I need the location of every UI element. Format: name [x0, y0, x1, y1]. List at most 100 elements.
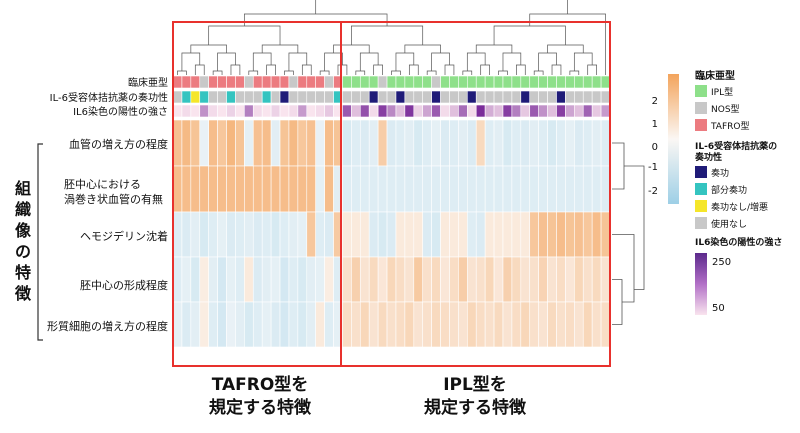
heatmap-cell [279, 119, 290, 167]
row-labels: 血管の増え方の程度胚中心における渦巻き状血管の有無ヘモジデリン沈着胚中心の形成程… [47, 76, 168, 333]
heatmap-cell [600, 211, 611, 258]
dendrogram-branch [462, 70, 473, 75]
heatmap-cell [591, 301, 602, 348]
heatmap-cell [297, 211, 308, 258]
dendrogram-branch [248, 70, 259, 75]
response-cell [422, 90, 432, 104]
subtype-cell [520, 75, 531, 89]
row-group-bracket [37, 143, 43, 341]
response-cell [306, 90, 316, 104]
staining-cell [475, 104, 486, 118]
heatmap-cell [556, 301, 566, 348]
heatmap-cell [351, 165, 361, 213]
subtype-cell [395, 75, 406, 89]
heatmap-cell [190, 119, 201, 167]
heatmap-cell [547, 119, 557, 167]
staining-tick: 250 [712, 257, 731, 268]
heatmap-cell [190, 165, 201, 213]
heatmap-cell [252, 119, 263, 167]
heatmap-cell [529, 211, 539, 258]
heatmap-cell [252, 165, 263, 213]
heatmap-cell [244, 165, 254, 213]
heatmap-cell [359, 256, 370, 303]
heatmap-cell [467, 301, 477, 348]
heatmap-cell [377, 211, 388, 258]
response-cell [217, 90, 227, 104]
heatmap-cell [538, 119, 548, 167]
dendrogram-branch [547, 44, 584, 53]
response-cell [190, 90, 201, 104]
heatmap-cell [386, 301, 397, 348]
heatmap-cell [449, 165, 459, 213]
staining-cell [351, 104, 361, 118]
heatmap-cell [368, 256, 379, 303]
dendrogram-branch [333, 44, 370, 53]
dendrogram-branch [444, 64, 455, 75]
colorbar-tick: 0 [652, 142, 658, 153]
heatmap-cell [502, 301, 513, 348]
heatmap-cell [511, 119, 522, 167]
response-cell [538, 90, 548, 104]
row-label: ヘモジデリン沈着 [80, 229, 168, 243]
dendrogram-branch [466, 52, 486, 71]
subtype-cell [244, 75, 254, 89]
side-title: 組織像の特徴 [14, 179, 31, 303]
staining-cell [217, 104, 227, 118]
heatmap-cell [431, 165, 441, 213]
response-cell [431, 90, 441, 104]
heatmap-cell [520, 119, 531, 167]
heatmap-cell [279, 165, 290, 213]
subtype-cell [529, 75, 539, 89]
heatmap-cell [458, 211, 468, 258]
dendrogram-branch [177, 70, 187, 75]
annotation-label: IL-6受容体拮抗薬の奏功性 [50, 91, 168, 104]
heatmap-cell [297, 119, 308, 167]
heatmap-cell [297, 165, 308, 213]
staining-cell [582, 104, 593, 118]
staining-cell [511, 104, 522, 118]
heatmap-cell [226, 165, 236, 213]
dendrogram-branch [252, 52, 272, 71]
dendrogram-branch [612, 142, 625, 190]
row-label: 胚中心の形成程度 [80, 278, 168, 292]
heatmap-cell [208, 119, 218, 167]
annotation-tracks [172, 75, 611, 118]
colorbar-tick: 1 [652, 119, 658, 130]
colorbar [668, 74, 679, 204]
dendrogram-branch [395, 52, 415, 71]
response-cell [279, 90, 290, 104]
subtype-cell [288, 75, 299, 89]
heatmap-cell [351, 119, 361, 167]
legend-swatch [695, 166, 707, 178]
heatmap-cell [413, 211, 424, 258]
response-cell [565, 90, 575, 104]
heatmap-cell [502, 165, 513, 213]
subtype-cell [565, 75, 575, 89]
dendrogram-branch [230, 64, 241, 75]
staining-cell [199, 104, 209, 118]
staining-cell [244, 104, 254, 118]
heatmap-cell [538, 301, 548, 348]
heatmap-cell [288, 165, 299, 213]
response-cell [529, 90, 539, 104]
staining-cell [342, 104, 352, 118]
response-cell [582, 90, 593, 104]
heatmap-cell [377, 301, 388, 348]
heatmap-cell [261, 301, 272, 348]
annotation-label: 臨床亜型 [128, 76, 168, 89]
subtype-cell [377, 75, 388, 89]
heatmap-cell [342, 301, 352, 348]
subtype-cell [538, 75, 548, 89]
heatmap-cell [422, 301, 432, 348]
heatmap-cell [172, 165, 183, 213]
heatmap-cell [351, 301, 361, 348]
heatmap-cell [359, 301, 370, 348]
row-label: 渦巻き状血管の有無 [64, 192, 163, 206]
row-label: 血管の増え方の程度 [69, 137, 168, 151]
staining-cell [467, 104, 477, 118]
heatmap-cell [529, 256, 539, 303]
heatmap-cell [538, 165, 548, 213]
heatmap-cell [217, 119, 227, 167]
subtype-cell [208, 75, 218, 89]
heatmap-cell [582, 256, 593, 303]
